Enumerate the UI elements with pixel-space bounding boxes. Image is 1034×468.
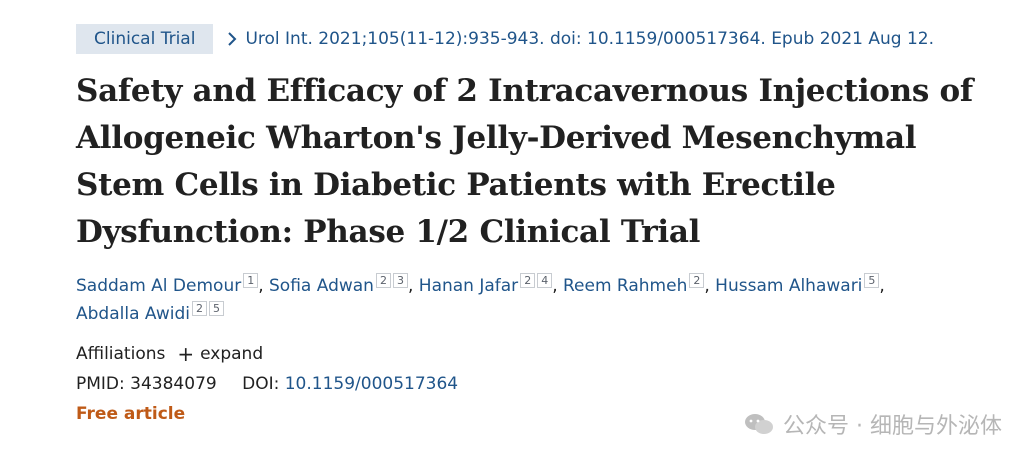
affiliations-label: Affiliations xyxy=(76,344,166,364)
pmid-value: 34384079 xyxy=(130,374,217,394)
author-name-link[interactable]: Saddam Al Demour xyxy=(76,276,242,296)
affiliation-number[interactable]: 3 xyxy=(392,273,408,289)
article-header: Clinical Trial Urol Int. 2021;105(11-12)… xyxy=(76,24,1006,424)
wechat-icon xyxy=(745,414,774,434)
author-entry: Reem Rahmeh 2, xyxy=(563,273,716,296)
citation-text: Urol Int. 2021;105(11-12):935-943. doi: … xyxy=(245,29,934,49)
author-separator: , xyxy=(552,276,563,296)
author-entry: Hussam Alhawari 5, xyxy=(715,273,885,296)
watermark: 公众号 · 细胞与外泌体 xyxy=(743,408,1002,440)
affiliation-number[interactable]: 2 xyxy=(375,273,391,289)
author-separator: , xyxy=(704,276,716,296)
plus-icon: + xyxy=(177,341,195,366)
author-separator: , xyxy=(258,276,270,296)
chevron-right-icon xyxy=(228,32,237,46)
expand-affiliations-button[interactable]: + expand xyxy=(177,341,264,366)
watermark-text: 公众号 · 细胞与外泌体 xyxy=(783,414,1002,439)
affiliation-number[interactable]: 2 xyxy=(191,301,207,317)
doi-label: DOI: xyxy=(242,374,280,394)
publication-type-badge: Clinical Trial xyxy=(76,24,214,54)
pmid-label: PMID: xyxy=(76,374,125,394)
author-separator: , xyxy=(879,276,885,296)
free-article-badge[interactable]: Free article xyxy=(76,404,186,424)
affiliation-number[interactable]: 4 xyxy=(537,273,553,289)
author-name-link[interactable]: Sofia Adwan xyxy=(269,276,374,296)
affiliation-number[interactable]: 5 xyxy=(864,273,880,289)
author-entry: Sofia Adwan 2 3, xyxy=(269,273,419,296)
author-entry: Abdalla Awidi 2 5 xyxy=(76,301,224,324)
expand-label: expand xyxy=(200,344,264,364)
affiliation-number[interactable]: 2 xyxy=(520,273,536,289)
affiliations-row: Affiliations + expand xyxy=(76,341,1006,366)
author-name-link[interactable]: Hussam Alhawari xyxy=(715,276,863,296)
authors-list: Saddam Al Demour 1, Sofia Adwan 2 3, Hanan … xyxy=(76,272,1006,328)
doi-link[interactable]: 10.1159/000517364 xyxy=(284,374,459,394)
article-title: Safety and Efficacy of 2 Intracavernous … xyxy=(76,73,973,250)
author-entry: Saddam Al Demour 1, xyxy=(76,273,270,296)
affiliation-number[interactable]: 1 xyxy=(243,273,259,289)
article-meta-line: Clinical Trial Urol Int. 2021;105(11-12)… xyxy=(76,24,1006,54)
affiliation-number[interactable]: 2 xyxy=(689,273,705,289)
journal-citation[interactable]: Urol Int. 2021;105(11-12):935-943. doi: … xyxy=(227,29,934,49)
author-name-link[interactable]: Hanan Jafar xyxy=(418,276,519,296)
affiliation-number[interactable]: 5 xyxy=(208,301,224,317)
author-name-link[interactable]: Abdalla Awidi xyxy=(76,304,190,324)
author-entry: Hanan Jafar 2 4, xyxy=(418,273,563,296)
author-separator: , xyxy=(407,276,419,296)
author-name-link[interactable]: Reem Rahmeh xyxy=(563,276,688,296)
identifiers: PMID: 34384079 DOI: 10.1159/000517364 xyxy=(76,374,1006,394)
